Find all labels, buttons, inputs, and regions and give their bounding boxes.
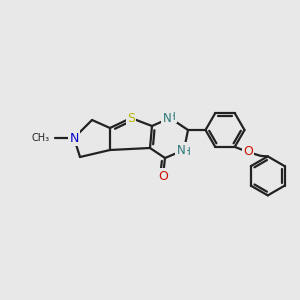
Text: CH₃: CH₃	[32, 133, 50, 143]
Text: N: N	[163, 112, 171, 124]
Text: H: H	[183, 147, 191, 157]
Text: O: O	[243, 146, 253, 158]
Text: S: S	[127, 112, 135, 124]
Text: H: H	[168, 112, 176, 122]
Text: N: N	[69, 131, 79, 145]
Text: O: O	[158, 169, 168, 182]
Text: N: N	[177, 143, 185, 157]
